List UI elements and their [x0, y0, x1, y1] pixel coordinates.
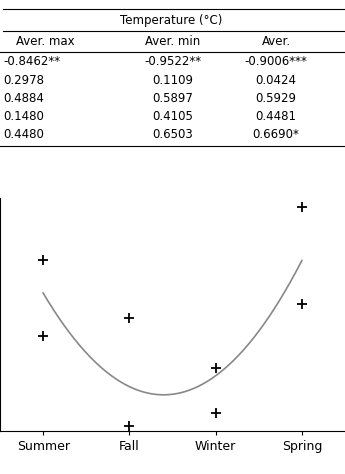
Text: Aver. min: Aver. min	[145, 36, 200, 48]
Text: 0.4481: 0.4481	[256, 110, 296, 123]
Text: -0.9006***: -0.9006***	[245, 55, 307, 68]
Text: -0.9522**: -0.9522**	[144, 55, 201, 68]
Text: 0.1109: 0.1109	[152, 74, 193, 87]
Text: Aver. max: Aver. max	[16, 36, 74, 48]
Text: -0.8462**: -0.8462**	[3, 55, 61, 68]
Text: 0.5929: 0.5929	[256, 92, 296, 105]
Text: Temperature (°C): Temperature (°C)	[120, 15, 222, 27]
Point	[299, 203, 305, 210]
Text: 0.4480: 0.4480	[3, 128, 44, 141]
Point	[127, 422, 132, 429]
Point	[213, 364, 218, 372]
Point	[40, 332, 46, 339]
Text: 0.4105: 0.4105	[152, 110, 193, 123]
Point	[299, 301, 305, 308]
Text: 0.2978: 0.2978	[3, 74, 45, 87]
Text: 0.6503: 0.6503	[152, 128, 193, 141]
Text: 0.5897: 0.5897	[152, 92, 193, 105]
Text: 0.4884: 0.4884	[3, 92, 44, 105]
Text: Aver.: Aver.	[262, 36, 290, 48]
Point	[127, 315, 132, 322]
Point	[213, 410, 218, 417]
Text: 0.6690*: 0.6690*	[253, 128, 299, 141]
Point	[40, 256, 46, 264]
Text: 0.0424: 0.0424	[256, 74, 296, 87]
Text: 0.1480: 0.1480	[3, 110, 44, 123]
